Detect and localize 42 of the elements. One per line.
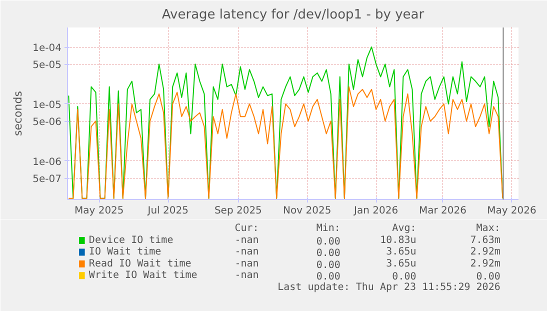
text: 0.00: [316, 236, 340, 248]
x-tick-label: Jul 2025: [146, 206, 188, 216]
text: 3.65u: [386, 258, 416, 270]
text: 7.63m: [470, 235, 500, 246]
text: 10.83u: [380, 235, 416, 246]
y-tick-label: 1e-05: [32, 100, 62, 111]
text: 0.00: [392, 272, 416, 283]
y-tick-label: 1e-04: [32, 43, 62, 54]
line-series: [68, 46, 504, 199]
y-tick-label: 5e-07: [32, 174, 62, 186]
text: 2.92m: [470, 246, 500, 258]
x-tick-label: Nov 2025: [283, 206, 332, 216]
text: Last update: Thu Apr 23 11:55:29 2026: [278, 282, 500, 293]
x-tick-label: Mar 2026: [419, 206, 467, 216]
y-tick-label: 1e-06: [32, 156, 62, 168]
legend-label: Read IO Wait time: [88, 258, 192, 270]
line-series: [68, 86, 504, 199]
legend-label: Device IO time: [88, 235, 174, 246]
text: -nan: [234, 258, 259, 270]
y-tick-label: 5e-06: [32, 117, 62, 128]
legend-label: Write IO Wait time: [88, 270, 198, 282]
y-tick-label: 5e-05: [32, 60, 62, 72]
text: 2.92m: [470, 258, 500, 270]
text: 3.65u: [386, 246, 416, 258]
x-tick-label: May 2025: [74, 206, 124, 216]
text: Avg:: [392, 223, 416, 234]
text: 0.00: [316, 272, 340, 283]
text: Max:: [476, 223, 500, 234]
text: Cur:: [234, 223, 259, 234]
text: 0.00: [476, 272, 500, 283]
x-tick-label: Jan 2026: [353, 206, 398, 216]
chart-title: Average latency for /dev/loop1 - by year: [162, 8, 425, 22]
y-axis-title: seconds: [12, 90, 25, 136]
x-tick-label: Sep 2025: [214, 206, 262, 216]
text: -nan: [234, 270, 259, 282]
text: 0.00: [316, 248, 340, 260]
text: Min:: [316, 223, 340, 234]
legend-label: IO Wait time: [88, 246, 162, 258]
text: 0.00: [316, 260, 340, 271]
x-tick-label: May 2026: [487, 206, 536, 216]
text: -nan: [234, 235, 259, 246]
text: -nan: [234, 246, 259, 258]
